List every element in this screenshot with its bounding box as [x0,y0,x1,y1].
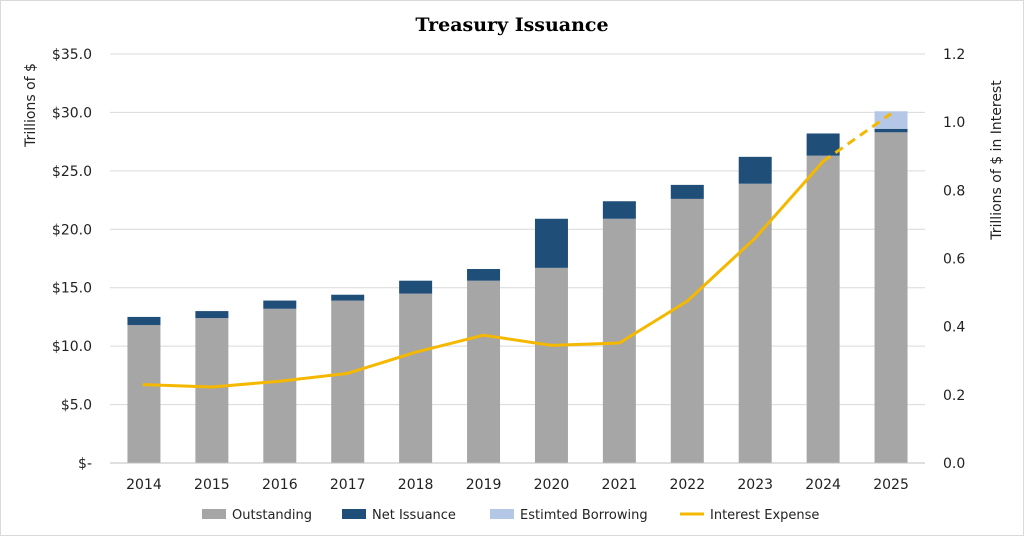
bar-outstanding [738,183,772,463]
x-tick-label: 2018 [398,477,434,493]
legend-label-net-issuance: Net Issuance [372,508,456,523]
y-tick-label: $15.0 [52,281,92,297]
x-tick-label: 2024 [805,477,841,493]
bar-outstanding [399,293,433,463]
bar-net-issuance [874,128,908,133]
bar-outstanding [331,300,365,463]
legend-swatch-estimted-borrowing [490,509,514,519]
y-tick-label: $5.0 [61,398,92,414]
y2-tick-label: 0.6 [943,252,965,268]
bar-outstanding [127,325,161,463]
bar-outstanding [534,267,568,463]
bar-series [127,111,908,463]
bar-net-issuance [806,133,840,156]
gridlines [110,53,925,406]
x-tick-label: 2022 [669,477,705,493]
x-tick-label: 2019 [466,477,502,493]
bar-net-issuance [602,201,636,219]
y2-tick-label: 1.2 [943,47,965,63]
y-tick-label: $35.0 [52,47,92,63]
bar-outstanding [806,155,840,463]
y2-tick-label: 1.0 [943,115,965,131]
bar-outstanding [195,318,229,463]
bar-net-issuance [263,300,297,309]
bar-net-issuance [738,156,772,184]
interest-line-solid [142,159,825,389]
bar-estimted-borrowing [874,111,908,129]
x-tick-label: 2014 [126,477,162,493]
x-tick-label: 2025 [873,477,909,493]
y-tick-label: $25.0 [52,164,92,180]
bar-outstanding [874,132,908,463]
x-tick-label: 2015 [194,477,230,493]
bar-outstanding [670,198,704,463]
bar-net-issuance [399,280,433,294]
legend: Outstanding Net Issuance Estimted Borrowin… [202,508,819,523]
x-tick-label: 2020 [534,477,570,493]
legend-swatch-outstanding [202,509,226,519]
legend-label-outstanding: Outstanding [232,508,312,523]
legend-label-interest-expense: Interest Expense [710,508,819,523]
y2-axis-label: Trillions of $ in Interest [989,80,1005,241]
axes: $- $5.0 $10.0 $15.0 $20.0 $25.0 $30.0 $35.0 0.0 0… [52,47,965,493]
bar-net-issuance [195,311,229,319]
legend-label-estimted-borrowing: Estimted Borrowing [520,508,648,523]
y2-tick-label: 0.8 [943,183,965,199]
bar-net-issuance [670,184,704,199]
y-tick-label: $10.0 [52,339,92,355]
bar-outstanding [263,308,297,463]
y-axis-label: Trillions of $ [23,63,39,148]
y2-tick-label: 0.4 [943,320,965,336]
x-tick-label: 2016 [262,477,298,493]
y-tick-label: $- [78,456,92,472]
bar-outstanding [602,218,636,463]
x-tick-label: 2021 [602,477,638,493]
bar-outstanding [467,280,501,463]
bar-net-issuance [467,269,501,281]
y-tick-label: $30.0 [52,105,92,121]
y2-tick-label: 0.2 [943,388,965,404]
bar-net-issuance [331,294,365,301]
chart-title: Treasury Issuance [415,14,608,36]
interest-line [142,112,892,389]
y-tick-label: $20.0 [52,222,92,238]
x-tick-label: 2017 [330,477,366,493]
y2-tick-label: 0.0 [943,456,965,472]
legend-swatch-net-issuance [342,509,366,519]
bar-net-issuance [534,218,568,268]
bar-net-issuance [127,316,161,326]
x-tick-label: 2023 [737,477,773,493]
